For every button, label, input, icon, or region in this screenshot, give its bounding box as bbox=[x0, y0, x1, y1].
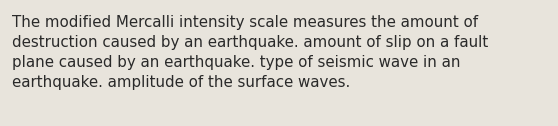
Text: The modified Mercalli intensity scale measures the amount of
destruction caused : The modified Mercalli intensity scale me… bbox=[12, 15, 488, 90]
